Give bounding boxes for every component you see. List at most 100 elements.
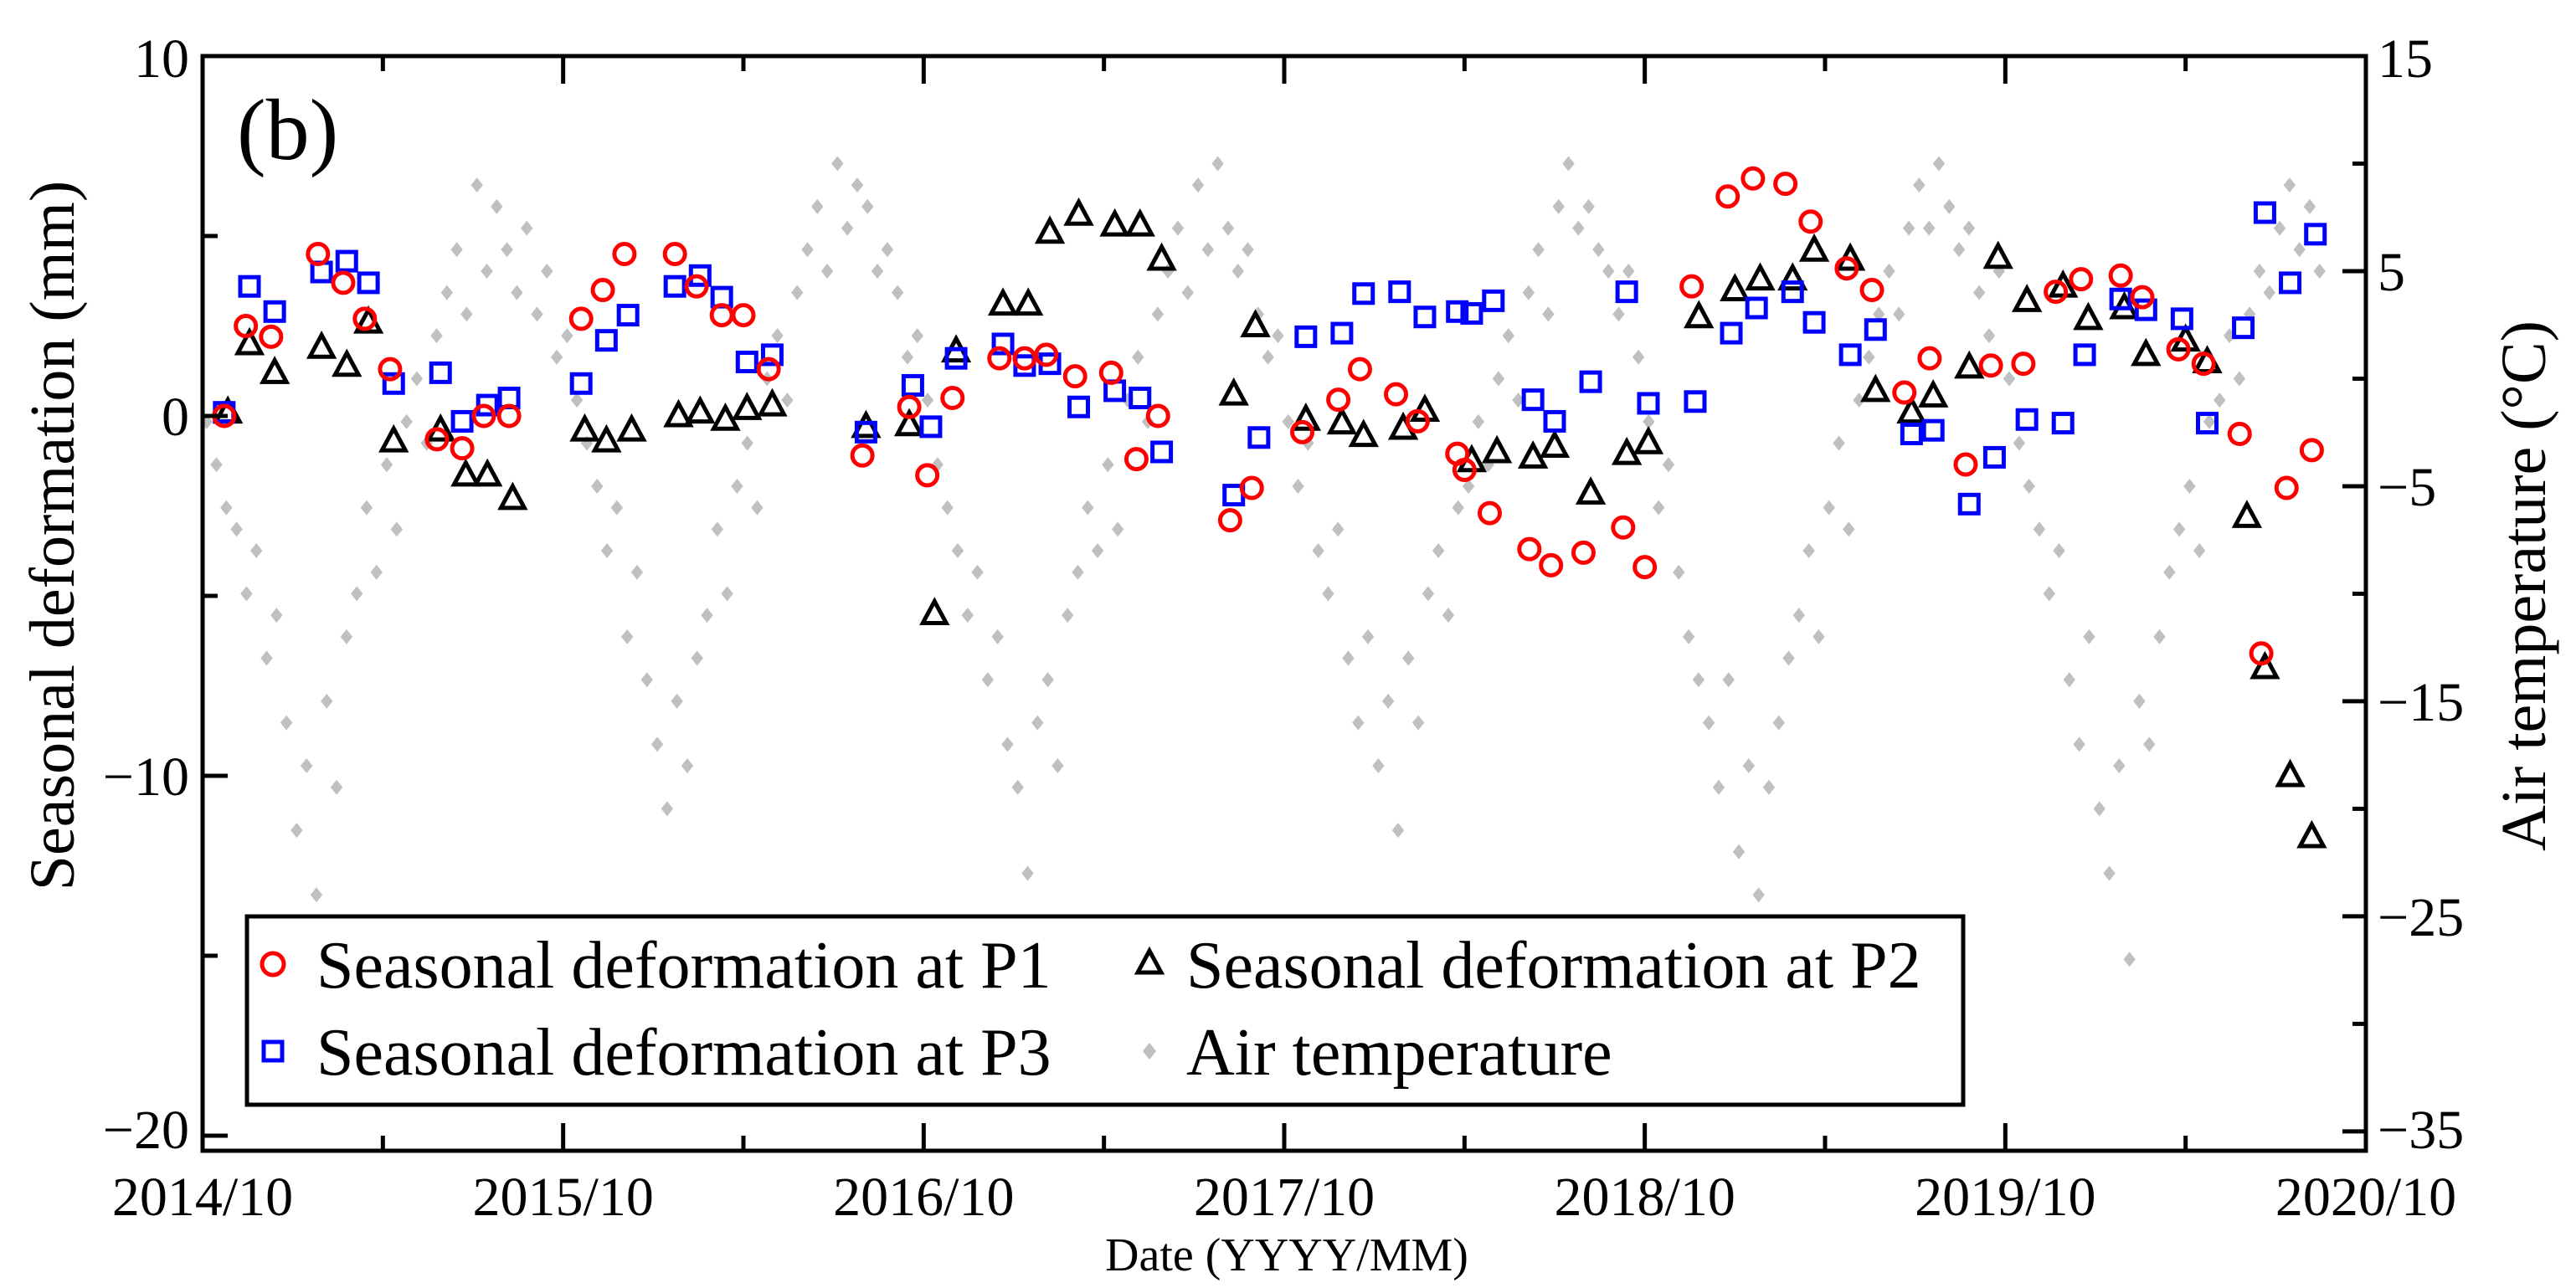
air-temperature-point bbox=[400, 413, 413, 429]
air-temperature-point bbox=[951, 543, 964, 559]
air-temperature-point bbox=[1091, 543, 1104, 559]
air-temperature-point bbox=[2113, 758, 2126, 774]
air-temperature-point bbox=[561, 328, 573, 344]
air-temperature-point bbox=[1972, 285, 1986, 300]
air-temperature-point bbox=[1622, 263, 1635, 279]
air-temperature-point bbox=[2143, 736, 2156, 752]
air-temperature-point bbox=[380, 457, 393, 473]
p3-point bbox=[616, 304, 640, 327]
air-temperature-point bbox=[911, 328, 923, 344]
p2-point bbox=[1918, 379, 1949, 408]
p3-point bbox=[1482, 289, 1505, 312]
air-temperature-point bbox=[1001, 736, 1014, 752]
air-temperature-point bbox=[360, 500, 373, 516]
p1-point bbox=[1145, 403, 1170, 428]
air-temperature-point bbox=[1381, 693, 1395, 709]
air-temperature-point bbox=[440, 285, 454, 300]
y-tick-label: 10 bbox=[134, 28, 189, 90]
p2-point bbox=[569, 413, 600, 442]
p1-point bbox=[471, 403, 496, 428]
p2-point bbox=[1720, 273, 1751, 301]
p3-point bbox=[382, 372, 405, 395]
p1-point bbox=[424, 427, 450, 452]
air-temperature-point bbox=[2172, 521, 2186, 537]
air-temperature-point bbox=[1952, 242, 1966, 258]
air-temperature-point bbox=[731, 478, 743, 494]
p1-point bbox=[568, 306, 594, 331]
p1-point bbox=[1917, 346, 1942, 371]
p2-point bbox=[851, 409, 882, 439]
air-temperature-point bbox=[511, 285, 523, 300]
air-temperature-point bbox=[2073, 736, 2085, 752]
air-temperature-point bbox=[1111, 521, 1124, 537]
air-temperature-point bbox=[270, 608, 283, 623]
p1-point bbox=[1834, 256, 1859, 281]
air-temperature-point bbox=[1863, 349, 1875, 365]
air-temperature-point bbox=[991, 629, 1004, 644]
p3-point bbox=[1900, 422, 1923, 445]
p2-point bbox=[2011, 284, 2043, 312]
p1-point bbox=[1892, 380, 1917, 405]
p1-point bbox=[1098, 360, 1123, 385]
p1-point bbox=[1034, 342, 1059, 367]
air-temperature-point bbox=[771, 328, 784, 344]
p1-point bbox=[259, 324, 284, 349]
p2-point bbox=[757, 387, 788, 417]
air-temperature-point bbox=[1792, 608, 1806, 623]
p1-point bbox=[1539, 552, 1564, 577]
air-temperature-point bbox=[240, 586, 253, 602]
p3-point bbox=[2134, 298, 2157, 321]
air-temperature-point bbox=[2203, 413, 2216, 429]
air-temperature-point bbox=[340, 629, 353, 644]
p1-point bbox=[684, 274, 709, 299]
air-temperature-point bbox=[2053, 543, 2065, 559]
legend-label-p3: Seasonal deformation at P3 bbox=[316, 1016, 1051, 1090]
air-temperature-point bbox=[1612, 306, 1625, 322]
p3-point bbox=[2073, 343, 2096, 367]
y2-tick-label: −5 bbox=[2378, 457, 2436, 518]
air-temperature-point bbox=[1662, 457, 1675, 473]
air-temperature-point bbox=[781, 393, 794, 408]
p3-point bbox=[1864, 318, 1887, 341]
air-temperature-point bbox=[1762, 779, 1776, 795]
p2-point bbox=[306, 331, 337, 359]
air-temperature-point bbox=[321, 693, 333, 709]
air-temperature-point bbox=[1652, 500, 1665, 516]
p3-point bbox=[688, 264, 712, 287]
p3-point bbox=[1684, 390, 1707, 413]
air-temperature-point bbox=[2083, 629, 2095, 644]
air-temperature-point bbox=[1352, 715, 1365, 731]
x-tick-label: 2018/10 bbox=[1554, 1167, 1735, 1228]
p3-point bbox=[944, 346, 968, 370]
p1-point bbox=[1740, 166, 1766, 191]
deformation-series bbox=[212, 166, 2327, 849]
air-temperature-point bbox=[2313, 263, 2326, 279]
p2-point bbox=[1745, 262, 1776, 291]
p3-point bbox=[1579, 370, 1602, 393]
air-temperature-point bbox=[1062, 608, 1074, 623]
air-temperature-point bbox=[2214, 393, 2226, 408]
air-temperature-point bbox=[2003, 371, 2016, 387]
p2-point bbox=[259, 356, 291, 384]
air-temperature-point bbox=[1472, 413, 1485, 429]
air-temperature-point bbox=[671, 693, 683, 709]
p1-point bbox=[2274, 475, 2299, 500]
air-temperature-point bbox=[1722, 672, 1735, 688]
p1-point bbox=[731, 303, 756, 328]
air-temperature-point bbox=[1602, 263, 1615, 279]
air-temperature-point bbox=[1802, 543, 1815, 559]
air-temperature-point bbox=[1853, 393, 1865, 408]
air-temperature-point bbox=[1021, 865, 1034, 881]
air-temperature-point bbox=[1883, 263, 1895, 279]
air-temperature-point bbox=[1082, 500, 1094, 516]
air-temperature-point bbox=[1342, 650, 1355, 666]
air-temperature-point bbox=[2263, 285, 2275, 300]
p1-point bbox=[331, 270, 356, 295]
p1-point bbox=[1477, 500, 1502, 526]
series-seasonal-deformation-at-p2 bbox=[212, 197, 2327, 849]
p2-point bbox=[472, 458, 503, 487]
air-temperature-point bbox=[871, 263, 884, 279]
p1-point bbox=[378, 357, 403, 382]
air-temperature-point bbox=[891, 285, 904, 300]
p1-point bbox=[234, 313, 259, 338]
